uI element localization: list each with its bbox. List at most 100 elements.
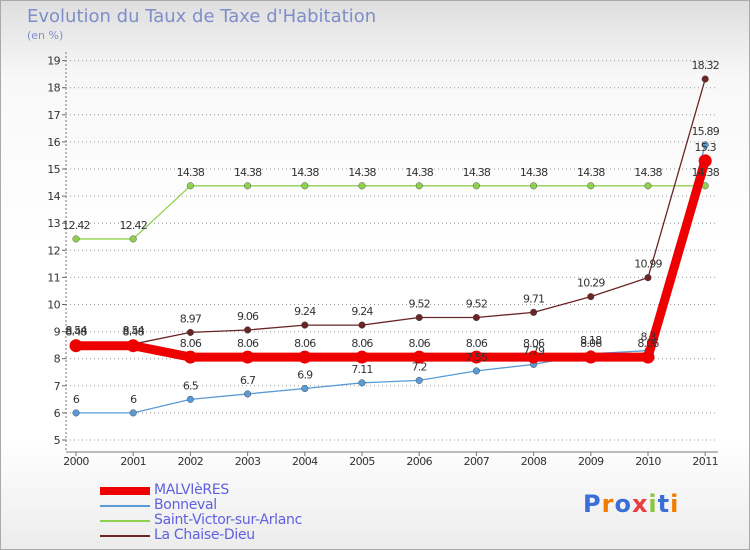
data-label-bonneval: 6	[130, 393, 137, 406]
data-point-la-chaise-dieu	[701, 75, 709, 83]
logo-letter: r	[601, 490, 615, 518]
data-point-malvi-res	[298, 350, 312, 364]
data-label-saint-victor-sur-arlanc: 14.38	[405, 166, 433, 179]
data-label-bonneval: 6.9	[297, 369, 313, 382]
legend-label-la-chaise-dieu: La Chaise-Dieu	[154, 527, 255, 543]
data-label-malvi-res: 8.06	[180, 337, 202, 350]
data-point-saint-victor-sur-arlanc	[415, 182, 423, 190]
data-point-saint-victor-sur-arlanc	[358, 182, 366, 190]
data-label-bonneval: 6.7	[240, 374, 256, 387]
x-tick-label: 2007	[464, 455, 490, 468]
data-point-bonneval	[301, 385, 309, 393]
y-tick-label: 18	[47, 82, 60, 95]
x-tick-label: 2009	[578, 455, 604, 468]
data-point-bonneval	[186, 395, 194, 403]
legend-item-bonneval: Bonneval	[100, 497, 400, 513]
data-point-la-chaise-dieu	[186, 328, 194, 336]
logo-letter: i	[670, 490, 680, 518]
data-label-la-chaise-dieu: 8.54	[123, 324, 145, 337]
legend-label-saint-victor: Saint-Victor-sur-Arlanc	[154, 512, 303, 528]
x-tick-label: 2000	[63, 455, 89, 468]
data-label-saint-victor-sur-arlanc: 14.38	[634, 166, 662, 179]
y-tick-label: 12	[47, 244, 60, 257]
data-point-saint-victor-sur-arlanc	[530, 182, 538, 190]
data-label-malvi-res: 8.06	[294, 337, 316, 350]
data-point-la-chaise-dieu	[358, 321, 366, 329]
data-label-saint-victor-sur-arlanc: 12.42	[119, 219, 147, 232]
chart-subtitle: (en %)	[27, 29, 64, 42]
data-label-la-chaise-dieu: 9.06	[237, 310, 259, 323]
y-tick-label: 9	[54, 326, 61, 339]
legend: MALVIèRES Bonneval Saint-Victor-sur-Arla…	[100, 482, 400, 543]
logo-letter: P	[583, 490, 602, 518]
data-point-malvi-res	[698, 154, 712, 168]
data-point-saint-victor-sur-arlanc	[244, 182, 252, 190]
data-label-malvi-res: 8.06	[351, 337, 373, 350]
y-tick-label: 17	[47, 109, 60, 122]
data-point-saint-victor-sur-arlanc	[186, 182, 194, 190]
data-label-malvi-res: 8.06	[523, 337, 545, 350]
x-tick-label: 2008	[521, 455, 547, 468]
y-tick-label: 7	[54, 380, 61, 393]
data-point-malvi-res	[183, 350, 197, 364]
data-point-saint-victor-sur-arlanc	[644, 182, 652, 190]
x-tick-label: 2004	[292, 455, 318, 468]
data-label-malvi-res: 15.3	[695, 141, 717, 154]
data-label-la-chaise-dieu: 9.52	[466, 298, 487, 311]
data-point-la-chaise-dieu	[472, 314, 480, 322]
y-tick-label: 10	[47, 299, 60, 312]
data-point-saint-victor-sur-arlanc	[587, 182, 595, 190]
y-tick-label: 13	[47, 217, 60, 230]
legend-item-malvieres: MALVIèRES	[100, 482, 400, 498]
data-point-saint-victor-sur-arlanc	[72, 235, 80, 243]
data-point-bonneval	[244, 390, 252, 398]
data-label-la-chaise-dieu: 9.71	[523, 292, 544, 305]
data-label-saint-victor-sur-arlanc: 14.38	[577, 166, 605, 179]
y-tick-label: 19	[47, 55, 60, 68]
x-tick-label: 2001	[120, 455, 146, 468]
logo-letter: i	[648, 490, 658, 518]
data-point-bonneval	[358, 379, 366, 387]
data-label-malvi-res: 8.06	[237, 337, 259, 350]
x-tick-label: 2002	[178, 455, 204, 468]
y-tick-label: 14	[47, 190, 60, 203]
x-tick-label: 2005	[349, 455, 375, 468]
data-label-malvi-res: 8.06	[580, 337, 602, 350]
data-point-la-chaise-dieu	[530, 308, 538, 316]
data-point-malvi-res	[126, 339, 140, 353]
data-label-la-chaise-dieu: 9.52	[409, 298, 430, 311]
data-label-malvi-res: 8.48	[65, 326, 87, 339]
data-label-saint-victor-sur-arlanc: 14.38	[291, 166, 319, 179]
legend-swatch-la-chaise-dieu	[100, 535, 150, 537]
chart-title: Evolution du Taux de Taxe d'Habitation	[27, 6, 377, 27]
data-label-saint-victor-sur-arlanc: 14.38	[691, 166, 719, 179]
x-tick-label: 2010	[635, 455, 661, 468]
legend-item-saint-victor: Saint-Victor-sur-Arlanc	[100, 512, 400, 528]
logo-letter: o	[614, 490, 632, 518]
y-tick-label: 16	[47, 136, 60, 149]
data-label-malvi-res: 8.06	[409, 337, 431, 350]
data-point-malvi-res	[527, 350, 541, 364]
data-label-la-chaise-dieu: 9.24	[351, 305, 373, 318]
data-point-bonneval	[701, 141, 709, 149]
series-line-bonneval	[76, 144, 706, 414]
data-label-layer: 6 6 6.5 6.7 6.9 7.11 7.2 7.55 7.79 8.18 8.3 15.89 12…	[62, 59, 720, 406]
data-label-bonneval: 6.5	[183, 379, 199, 392]
data-label-saint-victor-sur-arlanc: 14.38	[177, 166, 205, 179]
data-point-bonneval	[415, 376, 423, 384]
data-point-malvi-res	[584, 350, 598, 364]
data-label-la-chaise-dieu: 8.54	[65, 324, 87, 337]
data-label-bonneval: 7.2	[412, 360, 427, 373]
y-tick-label: 5	[54, 434, 61, 447]
data-point-bonneval	[129, 409, 137, 417]
data-label-la-chaise-dieu: 9.24	[294, 305, 316, 318]
data-label-saint-victor-sur-arlanc: 14.38	[348, 166, 376, 179]
y-tick-label: 6	[54, 407, 61, 420]
legend-item-la-chaise-dieu: La Chaise-Dieu	[100, 527, 400, 543]
legend-swatch-saint-victor	[100, 520, 150, 522]
data-label-bonneval: 6	[73, 393, 80, 406]
data-label-bonneval: 15.89	[691, 125, 719, 138]
